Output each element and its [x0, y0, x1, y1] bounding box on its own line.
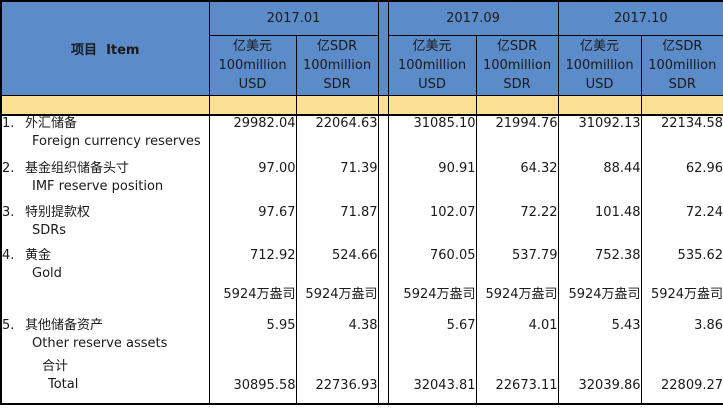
- unit-header-usd-2017-10: 亿美元 100million USD: [557, 34, 642, 96]
- value-cell: 71.39: [295, 161, 379, 205]
- separator-band: [1, 94, 209, 116]
- value-cell: 22064.63: [295, 115, 379, 161]
- gold-ounces: 5924万盎司: [650, 287, 723, 302]
- spacer-cell: [377, 310, 389, 352]
- spacer-cell: [377, 248, 389, 310]
- gold-ounces: 5924万盎司: [305, 287, 378, 302]
- value-cell: 4.01: [475, 310, 559, 352]
- value-cell: 752.38 5924万盎司: [557, 248, 642, 310]
- value-cell: 3.86: [640, 310, 723, 352]
- value-cell: 22736.93: [295, 352, 379, 404]
- value-cell: 72.24: [640, 205, 723, 248]
- spacer-cell: [377, 205, 389, 248]
- gold-ounces: 5924万盎司: [485, 287, 558, 302]
- value-cell: 72.22: [475, 205, 559, 248]
- row-label: 4. 黄金 Gold: [1, 248, 210, 310]
- table-row-total: 合计 Total 30895.58 22736.93 32043.81 2267…: [1, 352, 723, 404]
- value-cell: 62.96: [640, 161, 723, 205]
- row-label: 合计 Total: [1, 352, 210, 404]
- value-cell: 29982.04: [208, 115, 297, 161]
- value-cell: 5.67: [387, 310, 477, 352]
- value-cell: 32039.86: [557, 352, 642, 404]
- row-label: 2. 基金组织储备头寸 IMF reserve position: [1, 161, 210, 205]
- row-label: 3. 特别提款权 SDRs: [1, 205, 210, 248]
- value-cell: 535.62 5924万盎司: [640, 248, 723, 310]
- value-cell: 760.05 5924万盎司: [387, 248, 477, 310]
- value-cell: 22673.11: [475, 352, 559, 404]
- value-cell: 22809.27: [640, 352, 723, 404]
- table-row-other-reserve-assets: 5. 其他储备资产 Other reserve assets 5.95 4.38 …: [1, 310, 723, 352]
- table-row-gold: 4. 黄金 Gold 712.92 5924万盎司 524.66 5924万盎司 …: [1, 248, 723, 310]
- gold-ounces: 5924万盎司: [223, 287, 296, 302]
- item-column-header: 项目 Item: [0, 0, 210, 96]
- value-cell: 102.07: [387, 205, 477, 248]
- value-cell: 712.92 5924万盎司: [208, 248, 297, 310]
- unit-header-usd-2017-01: 亿美元 100million USD: [208, 34, 297, 96]
- unit-header-sdr-2017-09: 亿SDR 100million SDR: [475, 34, 559, 96]
- table-row-sdrs: 3. 特别提款权 SDRs 97.67 71.87 102.07 72.22 10…: [1, 205, 723, 248]
- table-row-foreign-currency-reserves: 1. 外汇储备 Foreign currency reserves 29982.0…: [1, 115, 723, 161]
- value-cell: 97.67: [208, 205, 297, 248]
- value-cell: 5.95: [208, 310, 297, 352]
- unit-header-sdr-2017-01: 亿SDR 100million SDR: [295, 34, 379, 96]
- table-row-imf-reserve-position: 2. 基金组织储备头寸 IMF reserve position 97.00 71…: [1, 161, 723, 205]
- value-cell: 64.32: [475, 161, 559, 205]
- value-cell: 71.87: [295, 205, 379, 248]
- period-header-row: 项目 Item 2017.01 2017.09 2017.10: [0, 0, 723, 96]
- value-cell: 88.44: [557, 161, 642, 205]
- value-cell: 90.91: [387, 161, 477, 205]
- spacer-cell: [377, 161, 389, 205]
- value-cell: 4.38: [295, 310, 379, 352]
- separator-band-row: [1, 94, 723, 116]
- unit-header-usd-2017-09: 亿美元 100million USD: [387, 34, 477, 96]
- value-cell: 22134.58: [640, 115, 723, 161]
- row-label: 5. 其他储备资产 Other reserve assets: [1, 310, 210, 352]
- value-cell: 537.79 5924万盎司: [475, 248, 559, 310]
- row-label: 1. 外汇储备 Foreign currency reserves: [1, 115, 210, 161]
- value-cell: 101.48: [557, 205, 642, 248]
- period-header-2017-09: 2017.09: [387, 0, 559, 36]
- spacer-cell: [377, 352, 389, 404]
- value-cell: 31092.13: [557, 115, 642, 161]
- gold-ounces: 5924万盎司: [568, 287, 641, 302]
- value-cell: 21994.76: [475, 115, 559, 161]
- unit-header-row: 亿美元 100million USD 亿SDR 100million SDR 亿…: [1, 34, 723, 96]
- spacer-cell: [377, 115, 389, 161]
- unit-header-sdr-2017-10: 亿SDR 100million SDR: [640, 34, 723, 96]
- period-header-2017-10: 2017.10: [557, 0, 723, 36]
- period-header-2017-01: 2017.01: [208, 0, 379, 36]
- gold-ounces: 5924万盎司: [403, 287, 476, 302]
- value-cell: 524.66 5924万盎司: [295, 248, 379, 310]
- value-cell: 97.00: [208, 161, 297, 205]
- value-cell: 32043.81: [387, 352, 477, 404]
- value-cell: 30895.58: [208, 352, 297, 404]
- spacer-column-header: [377, 0, 389, 96]
- value-cell: 5.43: [557, 310, 642, 352]
- value-cell: 31085.10: [387, 115, 477, 161]
